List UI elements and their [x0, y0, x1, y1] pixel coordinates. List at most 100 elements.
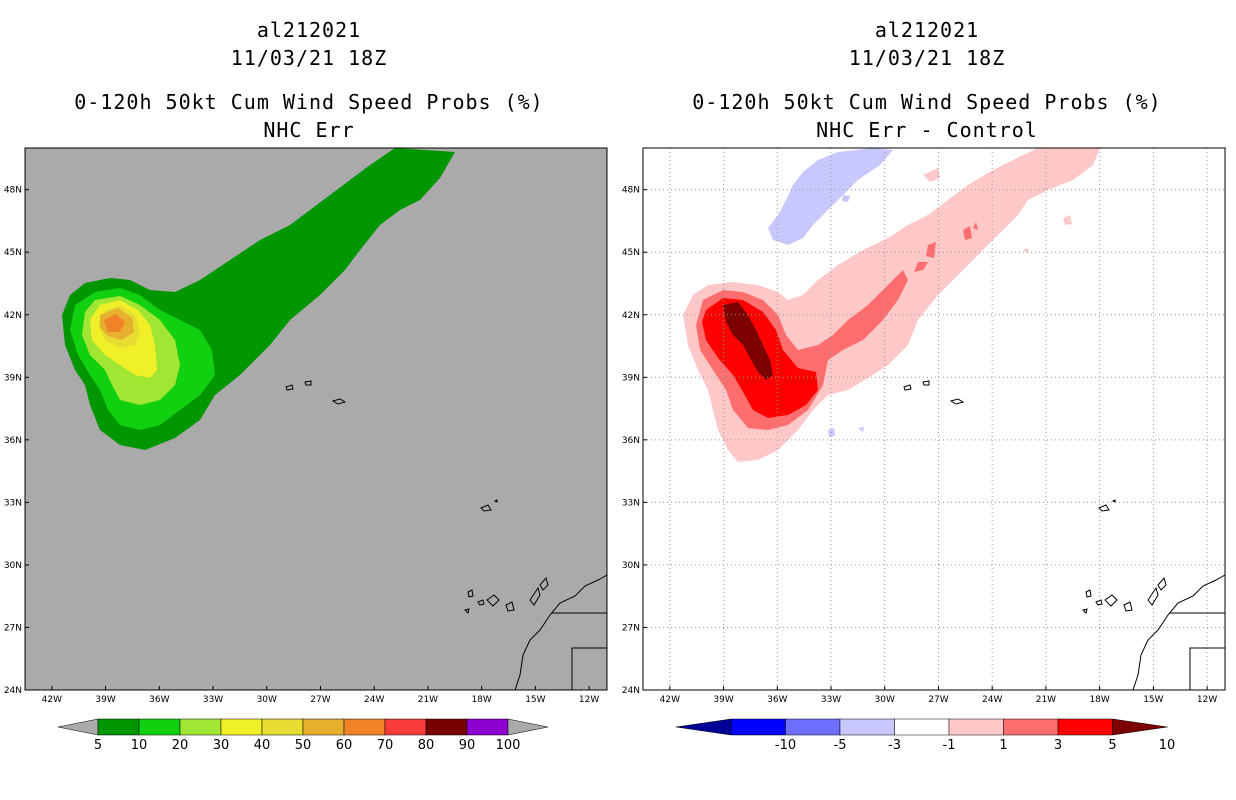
colorbar-label: -3: [888, 738, 901, 753]
datetime: 11/03/21 18Z: [848, 46, 1006, 70]
colorbar-box: [302, 718, 345, 736]
lon-label: 33W: [821, 695, 841, 705]
lat-label: 45N: [622, 248, 640, 258]
lat-label: 42N: [4, 311, 22, 321]
colorbar-box: [948, 718, 1004, 736]
colorbar: -10 -5 -3 -1 1 3 5 10: [675, 718, 1176, 753]
coastline: [903, 380, 1226, 691]
colorbar-label: 100: [496, 738, 521, 753]
grid-lines: [643, 148, 1225, 690]
colorbar-label: 5: [1108, 738, 1116, 753]
lon-label: 36W: [767, 695, 787, 705]
colorbar-label: 60: [336, 738, 353, 753]
contour-pos3d: [973, 222, 978, 230]
left-panel: al212021 11/03/21 18Z 0-120h 50kt Cum Wi…: [4, 18, 608, 753]
contour-pos3e: [914, 262, 928, 272]
lon-label: 27W: [310, 695, 330, 705]
lon-label: 21W: [1036, 695, 1056, 705]
colorbar-box: [179, 718, 222, 736]
contour-pos1b: [923, 168, 940, 182]
lon-label: 42W: [42, 695, 62, 705]
lat-label: 27N: [622, 623, 640, 633]
colorbar-arrow-left: [675, 718, 732, 736]
colorbar-box: [785, 718, 841, 736]
lon-label: 24W: [982, 695, 1002, 705]
colorbar-box: [343, 718, 386, 736]
lon-label: 30W: [875, 695, 895, 705]
colorbar-label: 3: [1054, 738, 1062, 753]
lon-label: 33W: [203, 695, 223, 705]
difference-map: 48N 45N 42N 39N 36N 33N 30N 27N 24N 42W 39W 36W 33W 3…: [622, 147, 1226, 753]
lon-label: 24W: [364, 695, 384, 705]
colorbar-label: 20: [172, 738, 189, 753]
lon-label: 27W: [928, 695, 948, 705]
lon-label: 15W: [1143, 695, 1163, 705]
lat-label: 30N: [4, 561, 22, 571]
contour-neg1d: [858, 427, 864, 432]
lon-label: 18W: [1089, 695, 1109, 705]
lat-label: 39N: [622, 373, 640, 383]
colorbar-label: 10: [1159, 738, 1176, 753]
lon-label: 30W: [257, 695, 277, 705]
lon-label: 15W: [525, 695, 545, 705]
lat-label: 48N: [4, 186, 22, 196]
right-panel: al212021 11/03/21 18Z 0-120h 50kt Cum Wi…: [618, 0, 1236, 800]
colorbar-label: 90: [459, 738, 476, 753]
probability-map: 48N 45N 42N 39N 36N 33N 30N 27N 24N 42W 39W 36W 33W 3…: [4, 147, 608, 753]
colorbar-label: 30: [213, 738, 230, 753]
contour-neg1b: [842, 195, 850, 202]
lat-label: 48N: [622, 186, 640, 196]
colorbar-label: 40: [254, 738, 271, 753]
lat-label: 42N: [622, 311, 640, 321]
colorbar-label: 70: [377, 738, 394, 753]
panel-subtitle: NHC Err - Control: [816, 118, 1038, 142]
storm-id: al212021: [874, 18, 980, 42]
lat-label: 24N: [622, 686, 640, 696]
colorbar-label: -5: [834, 738, 847, 753]
product-title: 0-120h 50kt Cum Wind Speed Probs (%): [692, 90, 1162, 114]
difference-contours: [683, 148, 1100, 462]
colorbar-label: 10: [131, 738, 148, 753]
coastline: [285, 380, 608, 691]
contour-pos1d: [1023, 248, 1028, 254]
lon-label: 39W: [95, 695, 115, 705]
colorbar-box: [261, 718, 304, 736]
colorbar-box: [466, 718, 509, 736]
lat-label: 36N: [622, 436, 640, 446]
colorbar-box: [839, 718, 895, 736]
colorbar-box: [730, 718, 786, 736]
colorbar-label: 5: [94, 738, 102, 753]
lat-label: 27N: [4, 623, 22, 633]
lat-label: 33N: [4, 498, 22, 508]
axis-labels: 48N 45N 42N 39N 36N 33N 30N 27N 24N 42W 39W 36W 33W 3…: [622, 186, 1218, 705]
colorbar-box: [894, 718, 950, 736]
colorbar-label: 80: [418, 738, 435, 753]
lon-label: 21W: [418, 695, 438, 705]
colorbar-box: [1003, 718, 1059, 736]
map-frame: [24, 147, 608, 691]
probability-contours: [62, 148, 455, 450]
colorbar: 5 10 20 30 40 50 60 70 80 90 100: [57, 718, 549, 753]
colorbar-box: [425, 718, 468, 736]
lat-label: 45N: [4, 248, 22, 258]
contour-neg1: [768, 148, 893, 245]
lat-label: 24N: [4, 686, 22, 696]
contour-pos10: [723, 302, 773, 380]
lon-label: 12W: [1197, 695, 1217, 705]
colorbar-arrow-right: [1112, 718, 1168, 736]
axis-labels: 48N 45N 42N 39N 36N 33N 30N 27N 24N 42W 39W 36W 33W 3…: [4, 186, 600, 705]
lat-label: 33N: [622, 498, 640, 508]
colorbar-label: 1: [999, 738, 1007, 753]
contour-60: [104, 314, 125, 332]
colorbar-box: [138, 718, 181, 736]
colorbar-box: [220, 718, 263, 736]
lat-label: 39N: [4, 373, 22, 383]
colorbar-box: [384, 718, 427, 736]
lon-label: 12W: [579, 695, 599, 705]
datetime: 11/03/21 18Z: [230, 46, 388, 70]
map-frame: [642, 147, 1226, 691]
contour-pos3c: [963, 226, 972, 240]
colorbar-label: -1: [943, 738, 956, 753]
lon-label: 39W: [713, 695, 733, 705]
colorbar-box: [97, 718, 140, 736]
